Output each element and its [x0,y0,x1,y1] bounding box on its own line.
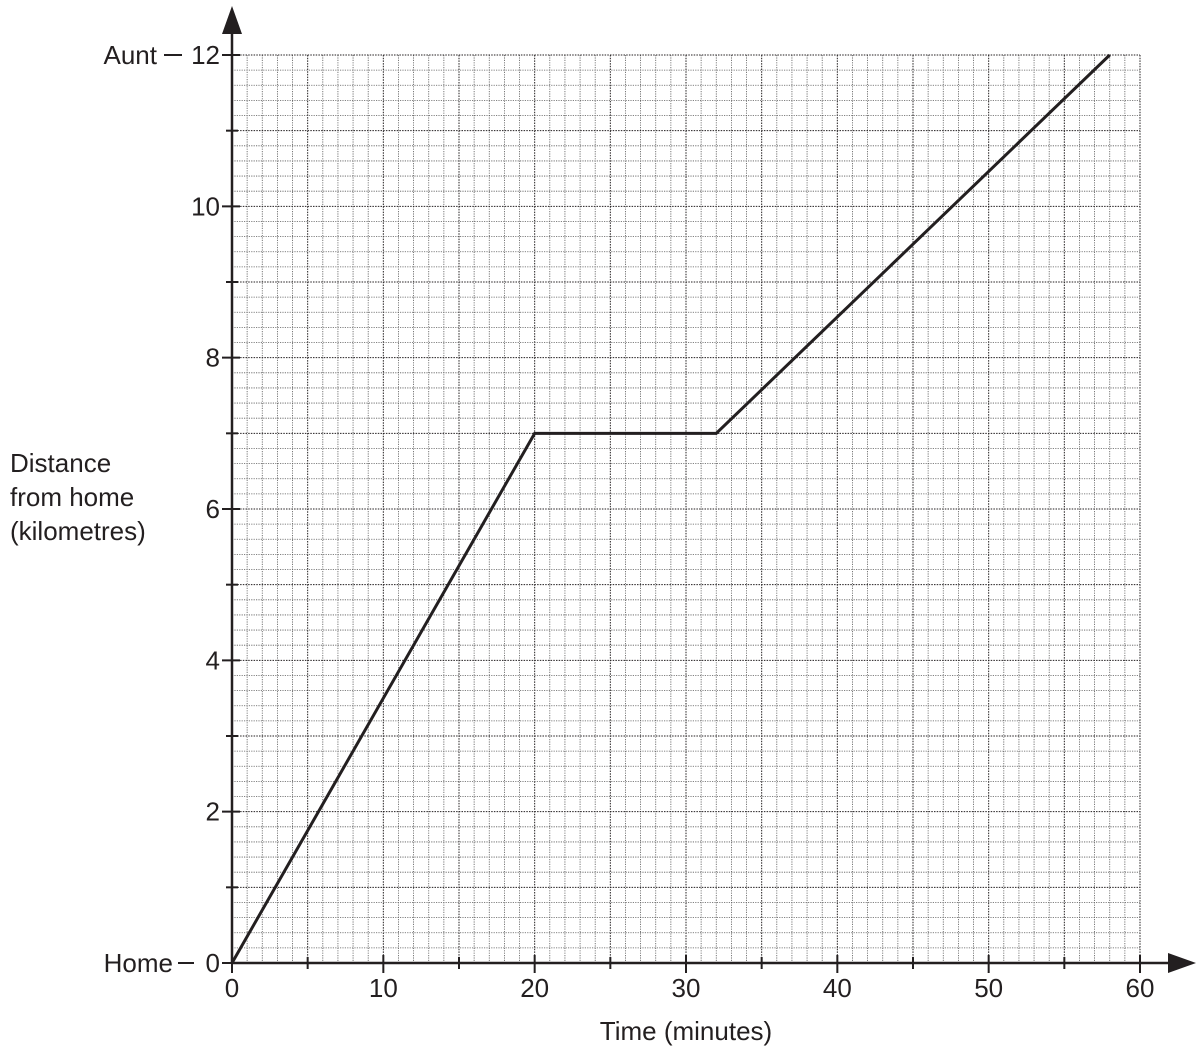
x-tick-label: 60 [1126,973,1155,1003]
series-line [230,53,1111,964]
grid [232,54,1141,963]
y-axis-arrowhead [222,6,242,34]
x-tick-label: 50 [974,973,1003,1003]
y-axis-title-line: Distance [10,448,111,478]
y-axis-title-line: (kilometres) [10,516,146,546]
y-axis-title-line: from home [10,482,134,512]
x-tick-label: 30 [672,973,701,1003]
y-tick-label: 0 [206,948,220,978]
y-tick-label: 6 [206,494,220,524]
y-tick-label: 10 [191,191,220,221]
x-tick-label: 10 [369,973,398,1003]
x-axis-title: Time (minutes) [600,1016,772,1046]
aunt-annotation: Aunt [104,40,158,70]
x-axis-arrowhead [1168,953,1196,973]
axes [222,6,1196,973]
y-axis-title: Distance from home (kilometres) [10,448,146,546]
x-tick-label: 40 [823,973,852,1003]
x-tick-label: 20 [520,973,549,1003]
y-tick-label: 8 [206,343,220,373]
home-annotation: Home [104,948,173,978]
ticks: 0 10 20 30 40 50 60 0 2 4 6 8 10 12 [191,40,1154,1003]
y-tick-label: 12 [191,40,220,70]
y-tick-label: 2 [206,797,220,827]
x-tick-label: 0 [225,973,239,1003]
series [230,53,1111,964]
y-tick-label: 4 [206,645,220,675]
